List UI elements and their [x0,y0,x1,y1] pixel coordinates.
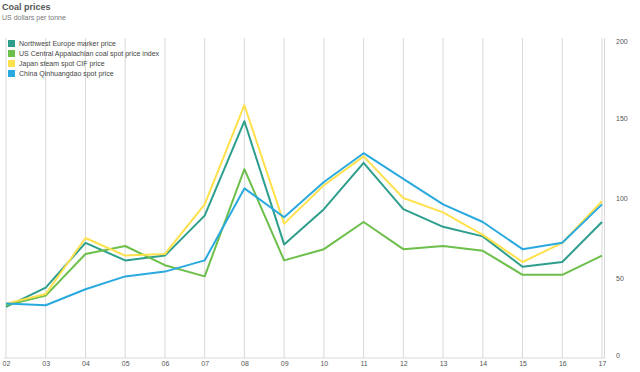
y-axis: 0 50 100 150 200 [604,38,628,359]
legend-item: Japan steam spot CIF price [8,60,105,68]
x-tick: 15 [519,358,527,367]
legend-swatch [8,60,15,67]
plot-bottom [4,358,604,359]
legend-swatch [8,50,15,57]
x-tick-label: 07 [201,360,209,367]
legend-label: Northwest Europe marker price [19,40,116,48]
x-tick: 17 [599,358,607,367]
x-tick: 06 [162,358,170,367]
subtitle: US dollars per tonne [2,14,66,22]
legend-label: Japan steam spot CIF price [19,60,105,68]
y-tick: 200 [604,38,628,45]
title: Coal prices [2,2,51,12]
legend-swatch [8,70,15,77]
grid-line [125,38,126,358]
legend-label: US Central Appalachian coal spot price i… [19,50,160,58]
x-tick-label: 14 [479,360,487,367]
x-tick-label: 02 [3,360,11,367]
x-tick: 08 [241,358,249,367]
y-axis-line [604,39,605,359]
grid-line [204,38,205,358]
legend-item: US Central Appalachian coal spot price i… [8,50,160,58]
x-tick-label: 03 [42,360,50,367]
legend-item: China Qinhuangdao spot price [8,70,114,78]
grid-line [522,38,523,358]
grid-line [323,38,324,358]
x-axis: 02 03 04 05 06 07 08 09 10 11 12 13 14 15 16 17 [3,358,607,367]
x-tick-label: 10 [320,360,328,367]
grid-line [85,38,86,358]
grid-line [164,38,165,358]
grid [4,38,604,358]
grid-line [45,38,46,358]
y-tick-label: 0 [616,352,620,359]
legend-label: China Qinhuangdao spot price [19,70,114,78]
legend: Northwest Europe marker price US Central … [8,40,160,78]
y-tick-label: 150 [616,115,628,122]
x-tick: 04 [82,358,90,367]
grid-line [482,38,483,358]
x-tick-label: 15 [519,360,527,367]
x-tick-label: 12 [400,360,408,367]
x-tick: 07 [201,358,209,367]
x-tick-label: 13 [440,360,448,367]
x-tick-label: 09 [281,360,289,367]
x-tick: 03 [42,358,50,367]
x-tick-label: 04 [82,360,90,367]
y-tick-label: 50 [616,275,624,282]
series-line [6,105,602,303]
grid-line [443,38,444,358]
x-tick-label: 05 [122,360,130,367]
x-tick-label: 11 [360,360,367,367]
x-tick-label: 16 [559,360,567,367]
y-tick-label: 200 [616,38,628,45]
grid-line [6,38,7,358]
y-tick: 0 [604,352,620,359]
x-tick: 02 [3,358,11,367]
legend-item: Northwest Europe marker price [8,40,116,48]
series-line [6,121,602,307]
x-axis-line [7,358,603,359]
grid-line [363,38,364,358]
x-tick: 16 [559,358,567,367]
y-tick-label: 100 [616,195,628,202]
y-tick: 150 [604,115,628,122]
x-tick: 14 [479,358,487,367]
grid-line [562,38,563,358]
lines [6,105,602,307]
x-tick-label: 17 [599,360,607,367]
x-tick: 12 [400,358,408,367]
y-tick: 50 [604,275,624,282]
x-tick: 09 [281,358,289,367]
chart: Coal pricesUS dollars per tonne020304050… [0,0,640,372]
y-tick: 100 [604,195,628,202]
x-tick: 11 [360,358,367,367]
legend-swatch [8,40,15,47]
grid-line [284,38,285,358]
x-tick-label: 08 [241,360,249,367]
series-line [6,153,602,305]
x-tick: 10 [320,358,328,367]
grid-line [602,38,603,358]
x-tick: 05 [122,358,130,367]
series-line [6,169,602,305]
x-tick-label: 06 [162,360,170,367]
grid-line [244,38,245,358]
x-tick: 13 [440,358,448,367]
